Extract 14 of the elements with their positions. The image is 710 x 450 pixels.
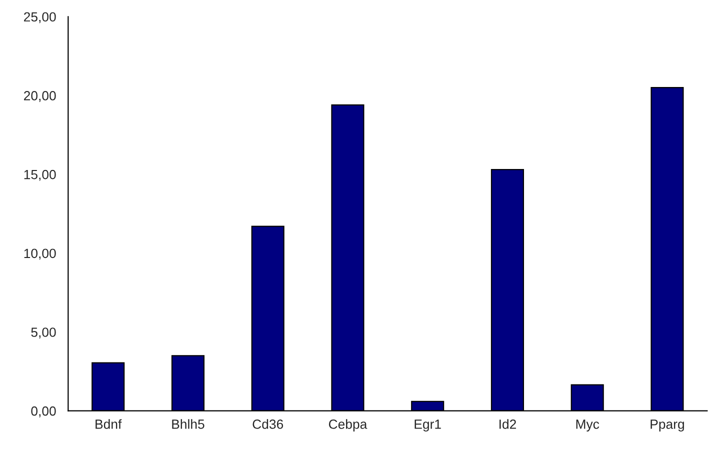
x-tick-label: Bhlh5 (172, 419, 204, 429)
y-tick-label: 0,00 (31, 406, 56, 418)
x-tick-label: Cebpa (328, 419, 368, 432)
x-tick-label: Egr1 (414, 420, 441, 432)
x-tick-label: Pparg (650, 420, 684, 432)
y-tick-label: 20,00 (24, 91, 56, 102)
x-tick-label: Cd36 (252, 419, 284, 429)
y-tick-label: 15,00 (24, 170, 56, 181)
x-tick-label: Bdnf (96, 419, 122, 429)
y-tick-label: 25,00 (24, 12, 56, 24)
y-tick-label: 10,00 (24, 248, 56, 260)
y-tick-label: 5,00 (31, 328, 56, 338)
x-tick-label: Myc (576, 420, 600, 432)
x-tick-label: Id2 (500, 419, 516, 429)
